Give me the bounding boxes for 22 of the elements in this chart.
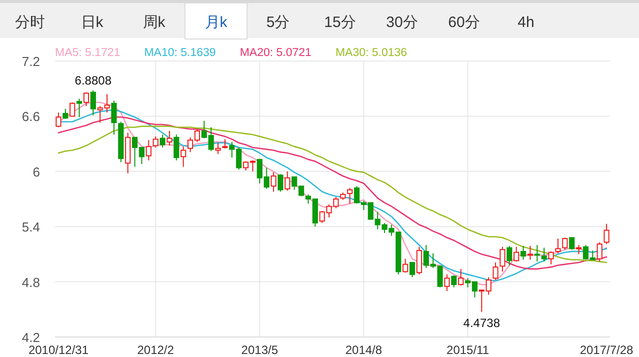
candlestick — [160, 134, 166, 148]
x-tick-label: 2012/2 — [137, 343, 174, 357]
candlestick — [174, 134, 180, 161]
x-tick-label: 2010/12/31 — [28, 343, 89, 357]
candlestick — [111, 100, 117, 136]
y-tick-label: 7.2 — [22, 54, 40, 69]
y-tick-label: 4.2 — [22, 330, 40, 345]
x-tick-label: 2013/5 — [241, 343, 278, 357]
y-tick-label: 4.8 — [22, 274, 40, 290]
tabs: 分时 日k 周k 月k 5分 15分 30分 60分 4h — [0, 0, 639, 40]
candlestick — [76, 98, 82, 118]
x-tick-label: 2014/8 — [345, 343, 382, 357]
x-tick-label: 2015/11 — [446, 343, 490, 357]
candlestick — [215, 142, 221, 154]
y-tick-label: 6 — [32, 164, 40, 180]
candlestick — [534, 244, 540, 262]
x-tick-label: 2017/7/28 — [580, 343, 634, 357]
legend: MA5: 5.1721 MA10: 5.1639 MA20: 5.0721 MA30: 5.0136 — [55, 47, 408, 59]
y-tick-label: 6.6 — [22, 109, 40, 124]
y-tick-label: 5.4 — [22, 220, 40, 235]
annotation: 4.4738 — [463, 316, 500, 330]
annotation: 6.8808 — [74, 73, 112, 88]
